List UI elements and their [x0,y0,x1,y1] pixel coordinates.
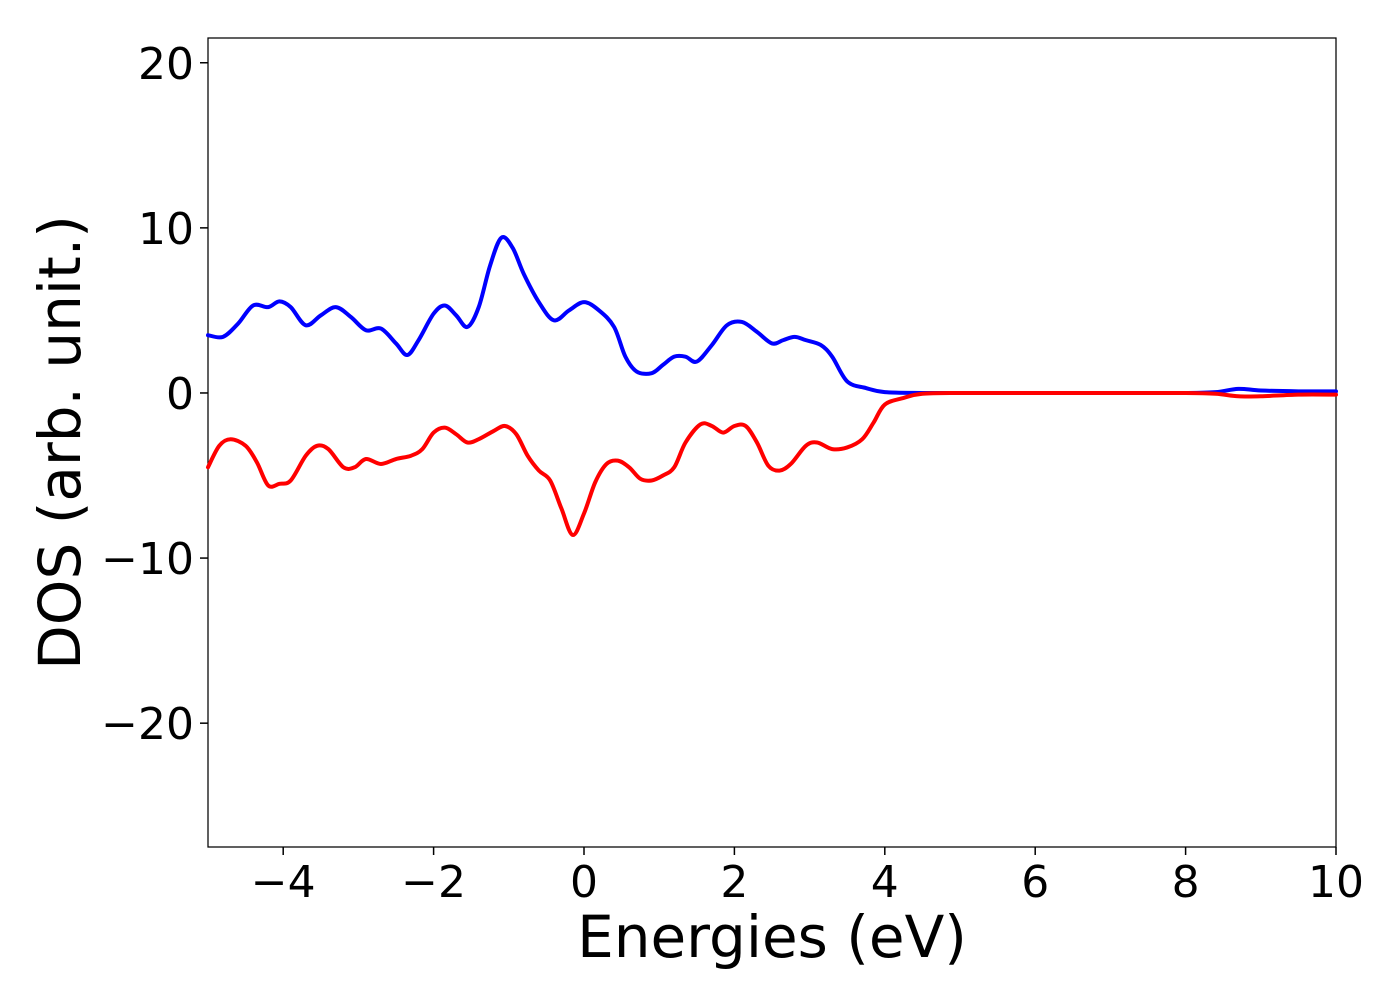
x-tick-label: 2 [720,857,748,908]
x-tick-label: 6 [1021,857,1049,908]
series-line-2 [206,390,1338,537]
x-axis-ticks: −4 −2 0 2 4 6 8 10 [251,847,1364,908]
plot-frame [207,37,1337,848]
x-axis-label: Energies (eV) [577,903,967,971]
x-tick-label: 4 [871,857,899,908]
x-tick-label: 10 [1308,857,1364,908]
x-tick-label: −4 [251,857,316,908]
y-tick-label: −10 [101,534,194,585]
x-tick-label: −2 [401,857,466,908]
y-tick-label: 20 [138,39,194,90]
x-tick-label: 8 [1172,857,1200,908]
y-tick-label: 10 [138,204,194,255]
x-tick-label: 0 [570,857,598,908]
series-line-1 [206,235,1338,396]
y-axis-label: DOS (arb. unit.) [26,215,94,670]
plot-area [206,37,1338,848]
y-tick-label: −20 [101,699,194,750]
y-axis-ticks: 20 10 0 −10 −20 [101,39,208,750]
series-layer [206,235,1338,537]
y-tick-label: 0 [166,369,194,420]
